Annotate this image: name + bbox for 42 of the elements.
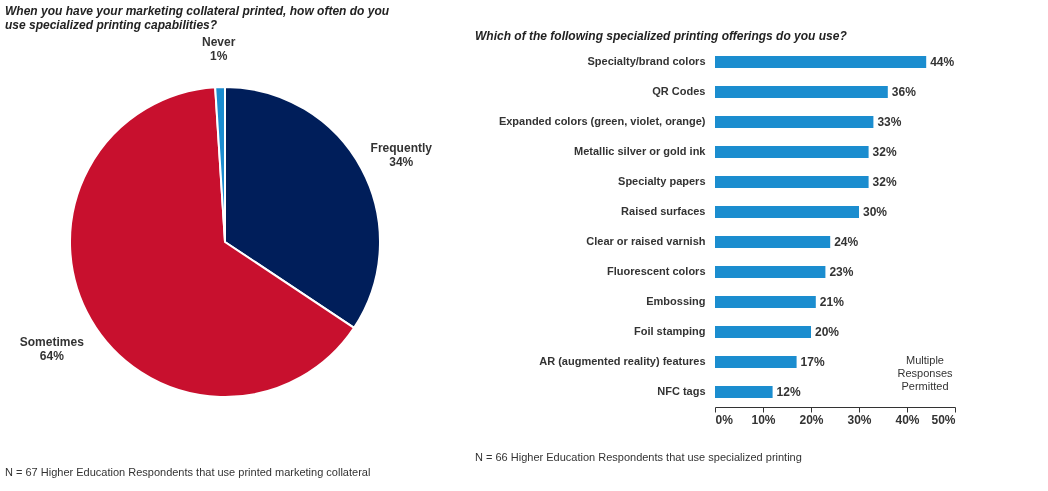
- data-label: 1%: [209, 49, 228, 64]
- x-tick-label: 0%: [715, 412, 734, 427]
- y-tick-label: Embossing: [646, 295, 706, 307]
- data-label: 33%: [877, 115, 902, 129]
- y-tick-label: Foil stamping: [634, 325, 706, 337]
- data-label: 32%: [872, 145, 897, 159]
- chart-title: Which of the following specialized printing offerings do you use?: [475, 29, 848, 43]
- data-label: 23%: [829, 265, 854, 279]
- x-tick-label: 30%: [847, 412, 872, 427]
- slice-label: Sometimes: [19, 335, 85, 349]
- data-label: 44%: [930, 55, 955, 69]
- data-label: 64%: [39, 349, 65, 363]
- text: use specialized printing capabilities?: [5, 18, 218, 33]
- y-tick-label: Metallic silver or gold ink: [574, 145, 707, 157]
- y-tick-label: Raised surfaces: [621, 205, 706, 217]
- y-tick-label: Expanded colors (green, violet, orange): [498, 115, 706, 127]
- x-tick-label: 10%: [751, 412, 776, 427]
- data-label: 36%: [891, 85, 917, 99]
- x-tick-label: 40%: [895, 412, 920, 427]
- data-label: 12%: [776, 385, 801, 399]
- y-tick-label: AR (augmented reality) features: [539, 355, 706, 367]
- slice-label: Frequently: [370, 140, 433, 155]
- y-tick-label: Fluorescent colors: [607, 265, 706, 277]
- annotation: Multiple Responses Permitted: [897, 354, 954, 392]
- y-tick-label: QR Codes: [652, 85, 706, 97]
- x-tick-label: 20%: [799, 412, 824, 427]
- x-tick-label: 50%: [931, 412, 956, 427]
- text: N = 67 Higher Education Respondents that use printed marketing collateral: [5, 466, 371, 478]
- text: N = 66 Higher Education Respondents that use specialized printing: [475, 451, 802, 463]
- data-label: 20%: [815, 325, 840, 339]
- slice-label: Never: [201, 35, 236, 50]
- y-tick-label: Clear or raised varnish: [586, 235, 706, 247]
- data-label: 24%: [834, 235, 859, 249]
- data-label: 34%: [389, 154, 414, 169]
- data-label: 32%: [872, 175, 897, 189]
- data-label: 30%: [863, 205, 888, 219]
- y-tick-label: Specialty/brand colors: [587, 55, 706, 67]
- text: When you have your marketing collateral printed, how often do you: [5, 4, 390, 19]
- data-label: 21%: [819, 295, 845, 309]
- y-tick-label: NFC tags: [657, 385, 706, 397]
- data-label: 17%: [800, 355, 825, 369]
- y-tick-label: Specialty papers: [618, 175, 706, 187]
